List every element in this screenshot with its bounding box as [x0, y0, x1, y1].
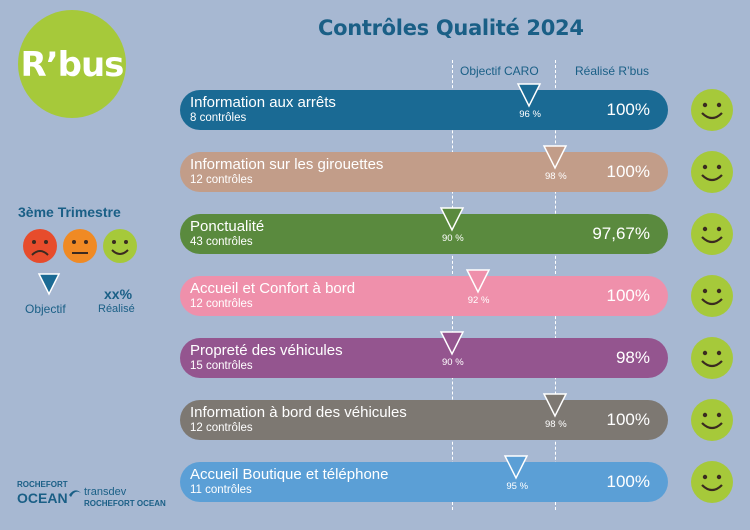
happy-face-icon: [103, 229, 137, 263]
bar-label: Information aux arrêts: [190, 94, 336, 111]
actual-value-label: 97,67%: [592, 224, 650, 243]
objective-column-header: Objectif CARO: [460, 64, 539, 78]
bar-row-4: Propreté des véhicules 15 contrôles 98%: [180, 338, 668, 378]
objective-marker-icon: [439, 207, 465, 232]
objective-value-label: 96 %: [519, 109, 541, 120]
objective-marker-icon: [542, 145, 568, 170]
rochefort-logo-top: ROCHEFORT: [17, 480, 68, 489]
transdev-logo-icon: [69, 490, 81, 497]
smiley-happy-icon: [691, 151, 733, 193]
legend-actual-symbol: xx%: [104, 286, 133, 302]
sad-face-icon: [23, 229, 57, 263]
rochefort-logo-main: OCEAN: [17, 490, 68, 506]
bar-label: Information sur les girouettes: [190, 156, 384, 173]
bar-label: Ponctualité: [190, 218, 265, 235]
objective-marker-icon: [465, 269, 490, 294]
objective-value-label: 98 %: [545, 419, 567, 430]
transdev-logo-main: transdev: [84, 486, 127, 498]
smiley-happy-icon: [691, 461, 733, 503]
page-title: Contrôles Qualité 2024: [318, 16, 584, 40]
bar-row-3: Accueil et Confort à bord 12 contrôles 100…: [180, 276, 668, 316]
bar-sub-label: 12 contrôles: [190, 174, 253, 186]
objective-value-label: 98 %: [545, 171, 567, 182]
actual-value-label: 100%: [606, 162, 650, 181]
smiley-happy-icon: [691, 213, 733, 255]
bar-label: Accueil Boutique et téléphone: [190, 466, 389, 483]
objective-marker-icon: [504, 455, 529, 480]
smiley-happy-icon: [691, 399, 733, 441]
bar-row-2: Ponctualité 43 contrôles 97,67%: [180, 214, 668, 254]
actual-column-header: Réalisé R’bus: [575, 64, 650, 78]
actual-value-label: 100%: [606, 286, 650, 305]
legend-faces: [23, 229, 137, 263]
transdev-logo-sub: ROCHEFORT OCEAN: [84, 499, 166, 508]
objective-marker-icon: [439, 331, 465, 356]
bar-label: Information à bord des véhicules: [190, 404, 407, 421]
bar-row-0: Information aux arrêts 8 contrôles 100%: [180, 90, 668, 130]
bar-sub-label: 11 contrôles: [190, 484, 252, 496]
actual-value-label: 100%: [606, 100, 650, 119]
rbus-logo: R’bus: [18, 10, 126, 118]
bar-sub-label: 15 contrôles: [190, 360, 253, 372]
rbus-logo-text: R’bus: [20, 45, 125, 85]
bar-label: Accueil et Confort à bord: [190, 280, 356, 297]
smiley-happy-icon: [691, 89, 733, 131]
actual-value-label: 98%: [615, 348, 650, 367]
neutral-face-icon: [63, 229, 97, 263]
actual-value-label: 100%: [606, 410, 650, 429]
legend-objective-triangle-icon: [37, 273, 61, 296]
bar-sub-label: 12 contrôles: [190, 298, 253, 310]
bar-sub-label: 12 contrôles: [190, 422, 253, 434]
legend-actual-label: Réalisé: [98, 303, 135, 315]
objective-value-label: 95 %: [506, 481, 529, 492]
legend-objective-label: Objectif: [25, 302, 66, 316]
objective-value-label: 90 %: [442, 357, 464, 368]
bar-row-6: Accueil Boutique et téléphone 11 contrôle…: [180, 462, 668, 502]
bar-sub-label: 8 contrôles: [190, 112, 247, 124]
bar-row-1: Information sur les girouettes 12 contrôl…: [180, 152, 668, 192]
objective-value-label: 92 %: [467, 295, 490, 306]
smiley-happy-icon: [691, 275, 733, 317]
legend-title: 3ème Trimestre: [18, 204, 121, 220]
objective-marker-icon: [517, 83, 542, 108]
bar-sub-label: 43 contrôles: [190, 236, 253, 248]
smiley-happy-icon: [691, 337, 733, 379]
objective-marker-icon: [542, 393, 568, 418]
bar-label: Propreté des véhicules: [190, 342, 343, 359]
objective-value-label: 90 %: [442, 233, 464, 244]
bar-row-5: Information à bord des véhicules 12 contr…: [180, 400, 668, 440]
actual-value-label: 100%: [606, 472, 650, 491]
